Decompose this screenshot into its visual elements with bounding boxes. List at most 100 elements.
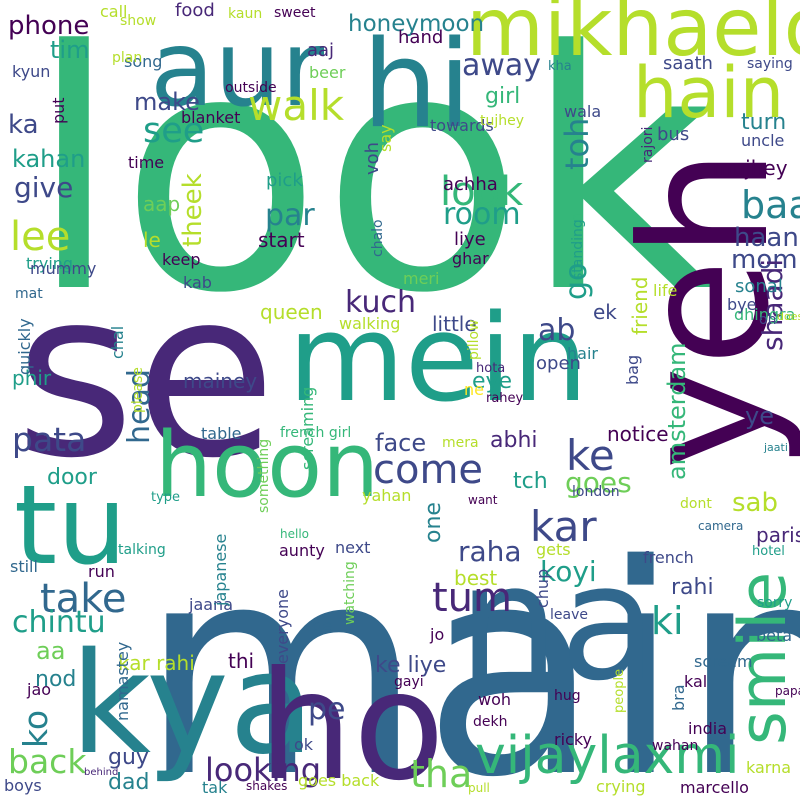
word-tum: tum	[432, 575, 512, 621]
word-say: say	[376, 124, 395, 152]
word-india: india	[688, 719, 727, 738]
word-kha: kha	[548, 59, 572, 74]
word-want: want	[468, 493, 498, 507]
word-give: give	[14, 171, 73, 204]
word-gayi: gayi	[394, 674, 424, 690]
word-theek: theek	[178, 173, 208, 247]
word-room: room	[443, 197, 521, 232]
word-still: still	[10, 557, 38, 576]
word-friend: friend	[628, 277, 652, 336]
word-ki: ki	[651, 599, 684, 643]
word-pe: pe	[308, 692, 346, 727]
word-kal: kal	[684, 672, 707, 691]
word-pull: pull	[468, 781, 490, 795]
word-kahan: kahan	[12, 145, 85, 173]
word-yeh: yeh	[605, 148, 800, 470]
word-ne: ne	[464, 380, 484, 399]
word-de: de	[312, 616, 332, 635]
word-ke: ke	[566, 431, 615, 480]
word-kar-rahi: kar rahi	[118, 651, 195, 675]
word-rajori: rajori	[640, 127, 656, 163]
word-type: type	[151, 490, 180, 505]
word-achha: achha	[443, 174, 498, 195]
word-something: something	[256, 439, 272, 513]
word-tak: tak	[202, 778, 228, 797]
word-ghar: ghar	[452, 249, 489, 268]
word-ko: ko	[16, 710, 55, 748]
word-hair: hair	[567, 344, 598, 363]
word-tim: tim	[50, 36, 89, 64]
word-ricky: ricky	[554, 730, 592, 749]
word-look: look	[440, 169, 524, 215]
word-screaming: screaming	[298, 387, 317, 470]
word-karna: karna	[746, 758, 791, 777]
word-le: le	[143, 228, 161, 252]
word-amsterdam: amsterdam	[663, 342, 691, 480]
word-open: open	[536, 353, 581, 374]
word-notice: notice	[607, 422, 669, 446]
word-best: best	[454, 566, 497, 590]
word-one: one	[421, 502, 446, 543]
word-leave: leave	[550, 607, 588, 623]
word-japanese: japanese	[211, 534, 230, 607]
word-liye: liye	[454, 229, 486, 250]
word-na: na	[458, 529, 657, 716]
word-go: go	[559, 263, 594, 300]
word-chup: chup	[533, 569, 552, 608]
word-abhi: abhi	[490, 428, 538, 453]
word-ok: ok	[294, 735, 314, 754]
word-nod: nod	[35, 667, 76, 692]
word-honeymoon: honeymoon	[348, 11, 484, 37]
word-away: away	[462, 48, 541, 83]
word-ek: ek	[593, 300, 617, 324]
word-raha: raha	[458, 535, 522, 568]
word-pata: pata	[12, 420, 86, 459]
word-kyun: kyun	[12, 62, 50, 81]
word-saying: saying	[747, 56, 793, 72]
word-chintu: chintu	[12, 605, 106, 640]
word-mera: mera	[442, 435, 479, 451]
word-please: please	[130, 367, 146, 413]
word-tujhey: tujhey	[480, 113, 524, 129]
word-scream: scream	[694, 652, 753, 671]
word-show: show	[120, 13, 156, 29]
word-look: look	[28, 0, 715, 365]
word-hotel: hotel	[752, 544, 785, 559]
word-phone: phone	[8, 11, 89, 41]
word-aur: aur	[150, 8, 325, 130]
word-main: main	[140, 504, 800, 800]
word-mat: mat	[15, 286, 43, 302]
word-voh: voh	[362, 142, 383, 175]
word-mainey: mainey	[183, 369, 257, 393]
word-people: people	[612, 669, 627, 713]
word-kab: kab	[183, 273, 212, 292]
word-sonal: sonal	[735, 276, 783, 297]
word-chalo: chalo	[370, 219, 386, 257]
word-towards: towards	[430, 116, 494, 135]
word-next: next	[335, 538, 370, 557]
word-quickly: quickly	[15, 318, 34, 375]
word-see: see	[143, 111, 204, 151]
word-lee: lee	[10, 214, 70, 260]
word-door: door	[47, 465, 98, 490]
word-jaati: jaati	[763, 441, 788, 454]
word-back: back	[8, 742, 87, 781]
word-walk: walk	[248, 81, 345, 130]
word-turn: turn	[741, 110, 786, 135]
word-rahey: rahey	[486, 391, 524, 406]
word-wahan: wahan	[652, 738, 698, 754]
word-hello: hello	[280, 527, 309, 541]
word-meri: meri	[403, 269, 439, 288]
word-par: par	[265, 198, 315, 233]
word-behind: behind	[84, 767, 118, 778]
word-hi: hi	[362, 16, 471, 155]
word-boys: boys	[4, 776, 42, 795]
word-table: table	[201, 424, 242, 443]
word-mom: mom	[731, 245, 798, 275]
word-blanket: blanket	[181, 108, 240, 127]
word-haan: haan	[734, 223, 799, 253]
word-tch: tch	[513, 469, 548, 494]
word-aap: aap	[143, 192, 180, 216]
word-put: put	[49, 97, 68, 124]
